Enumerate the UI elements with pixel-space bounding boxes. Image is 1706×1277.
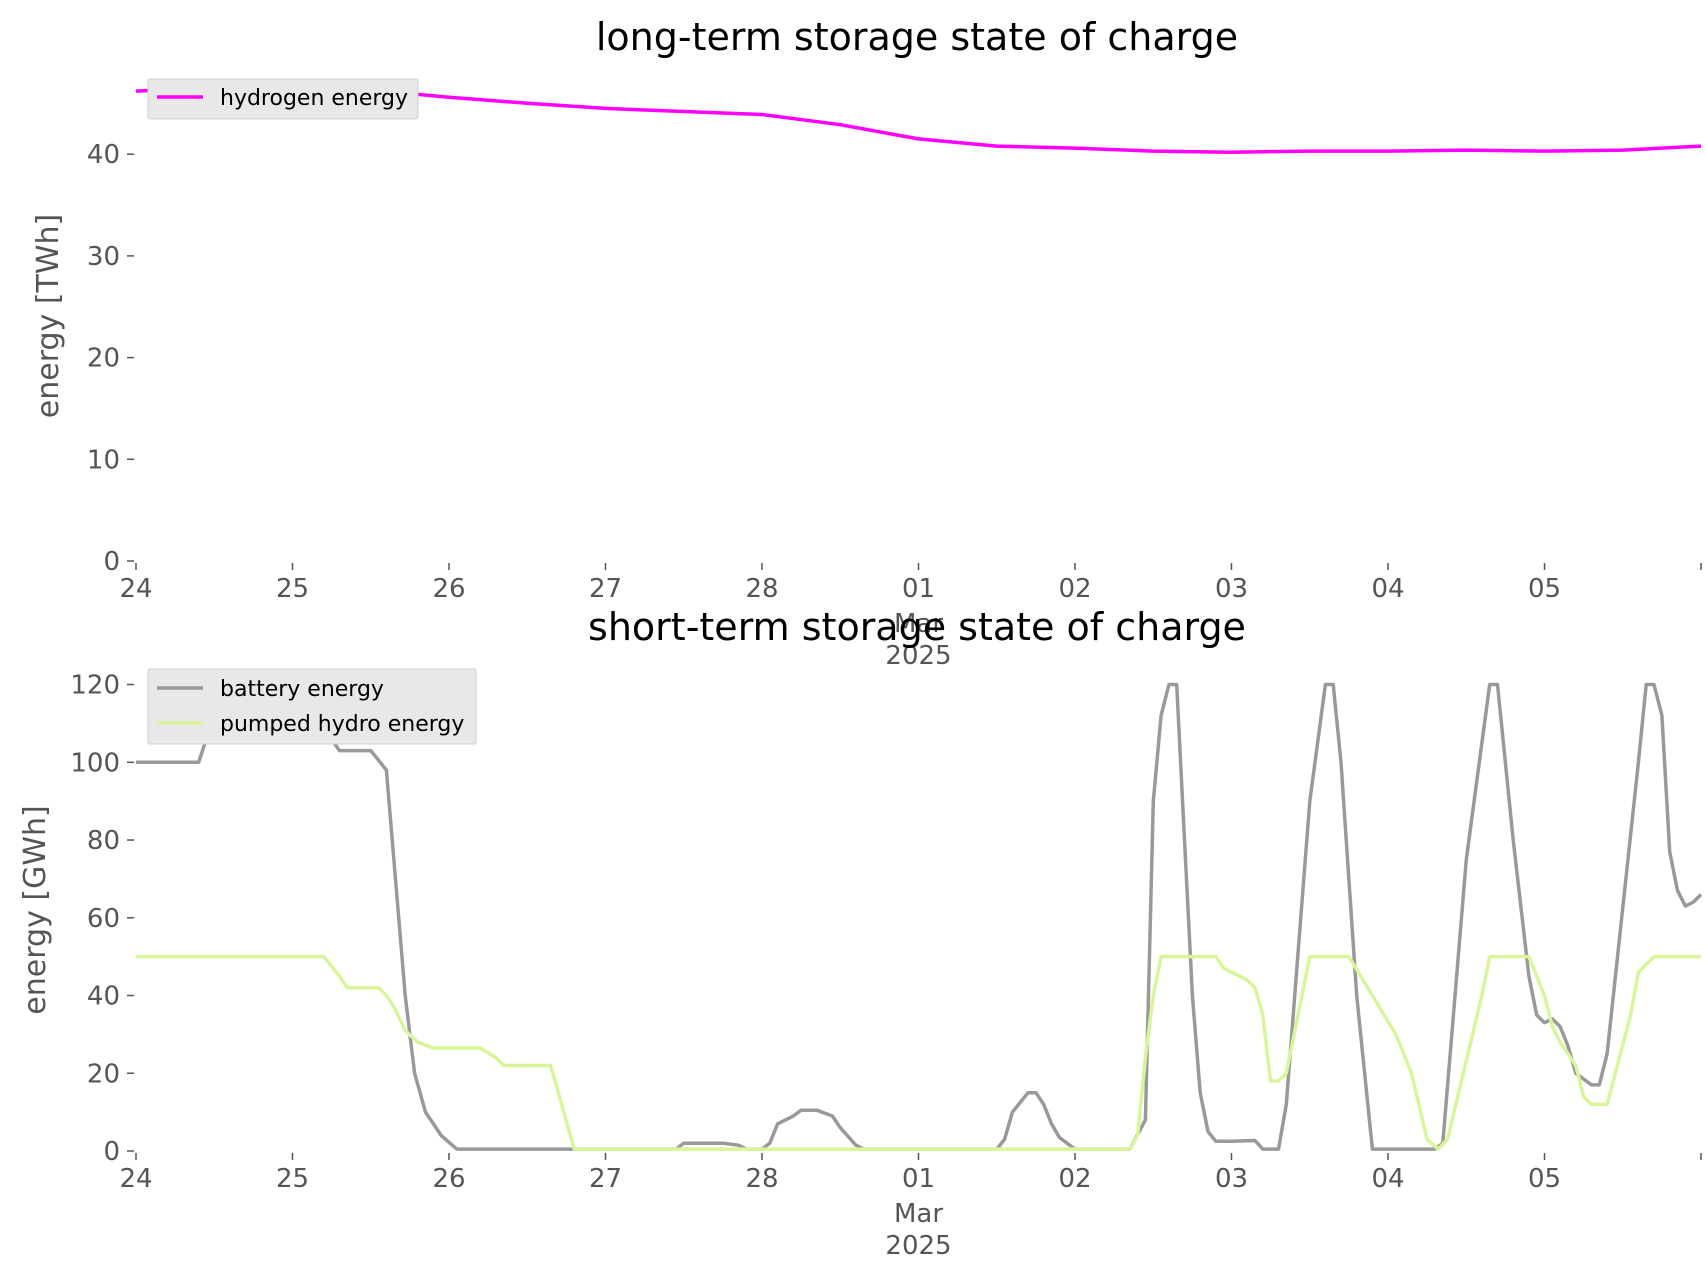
legend-pumped-hydro-label: pumped hydro energy bbox=[220, 712, 464, 737]
long-term-x-tick-label: 05 bbox=[1528, 574, 1561, 604]
series-line-pumped-hydro-energy bbox=[136, 954, 1701, 1151]
long-term-legend-box bbox=[147, 78, 419, 120]
long-term-y-tick-label: 0 bbox=[103, 547, 120, 577]
short-term-x-tick-label: 28 bbox=[745, 1164, 778, 1194]
long-term-chart-title: long-term storage state of charge bbox=[596, 15, 1238, 59]
short-term-y-axis-label: energy [GWh] bbox=[18, 805, 53, 1014]
long-term-x-tick-label: 04 bbox=[1371, 574, 1404, 604]
short-term-legend: battery energy pumped hydro energy bbox=[147, 668, 477, 745]
short-term-legend-box bbox=[147, 668, 477, 745]
long-term-x-tick-label: 03 bbox=[1215, 574, 1248, 604]
long-term-x-tick-label: 27 bbox=[589, 574, 622, 604]
short-term-x-tick-label: 05 bbox=[1528, 1164, 1561, 1194]
short-term-x-year-label: 2025 bbox=[885, 1231, 951, 1261]
long-term-y-tick-label: 30 bbox=[87, 242, 120, 272]
short-term-y-tick-label: 120 bbox=[70, 671, 120, 701]
long-term-x-tick-label: 28 bbox=[745, 574, 778, 604]
short-term-y-tick-label: 80 bbox=[87, 826, 120, 856]
short-term-y-tick-label: 60 bbox=[87, 904, 120, 934]
long-term-x-tick-label: 26 bbox=[432, 574, 465, 604]
short-term-x-tick-label: 25 bbox=[276, 1164, 309, 1194]
short-term-x-month-label: Mar bbox=[894, 1199, 943, 1229]
long-term-chart: long-term storage state of charge energy… bbox=[31, 15, 1702, 671]
short-term-series-lines bbox=[136, 682, 1703, 1151]
short-term-x-tick-label: 03 bbox=[1215, 1164, 1248, 1194]
short-term-y-ticks: 0 20 40 60 80 100 120 bbox=[70, 671, 134, 1167]
short-term-y-tick-label: 20 bbox=[87, 1059, 120, 1089]
legend-hydrogen-label: hydrogen energy bbox=[220, 86, 408, 111]
short-term-chart: short-term storage state of charge energ… bbox=[18, 605, 1703, 1261]
short-term-x-tick-label: 02 bbox=[1058, 1164, 1091, 1194]
short-term-y-tick-label: 0 bbox=[103, 1137, 120, 1167]
long-term-x-tick-label: 02 bbox=[1058, 574, 1091, 604]
short-term-x-tick-label: 01 bbox=[902, 1164, 935, 1194]
short-term-y-tick-label: 40 bbox=[87, 982, 120, 1012]
short-term-y-tick-label: 100 bbox=[70, 748, 120, 778]
long-term-y-tick-label: 20 bbox=[87, 344, 120, 374]
long-term-y-tick-label: 10 bbox=[87, 445, 120, 475]
short-term-chart-title: short-term storage state of charge bbox=[588, 605, 1246, 649]
long-term-x-tick-label: 25 bbox=[276, 574, 309, 604]
long-term-x-year-label: 2025 bbox=[885, 641, 951, 671]
long-term-y-axis-label: energy [TWh] bbox=[31, 214, 66, 418]
short-term-x-tick-label: 04 bbox=[1371, 1164, 1404, 1194]
short-term-x-tick-label: 24 bbox=[119, 1164, 152, 1194]
series-line-battery-energy bbox=[136, 682, 1703, 1151]
short-term-x-tick-label: 26 bbox=[432, 1164, 465, 1194]
long-term-x-month-label: Mar bbox=[894, 609, 943, 639]
long-term-y-tick-label: 40 bbox=[87, 140, 120, 170]
legend-battery-label: battery energy bbox=[220, 677, 384, 702]
long-term-x-tick-label: 01 bbox=[902, 574, 935, 604]
short-term-x-tick-label: 27 bbox=[589, 1164, 622, 1194]
long-term-legend: hydrogen energy bbox=[147, 78, 419, 120]
long-term-y-ticks: 0 10 20 30 40 bbox=[87, 140, 134, 577]
long-term-x-tick-label: 24 bbox=[119, 574, 152, 604]
